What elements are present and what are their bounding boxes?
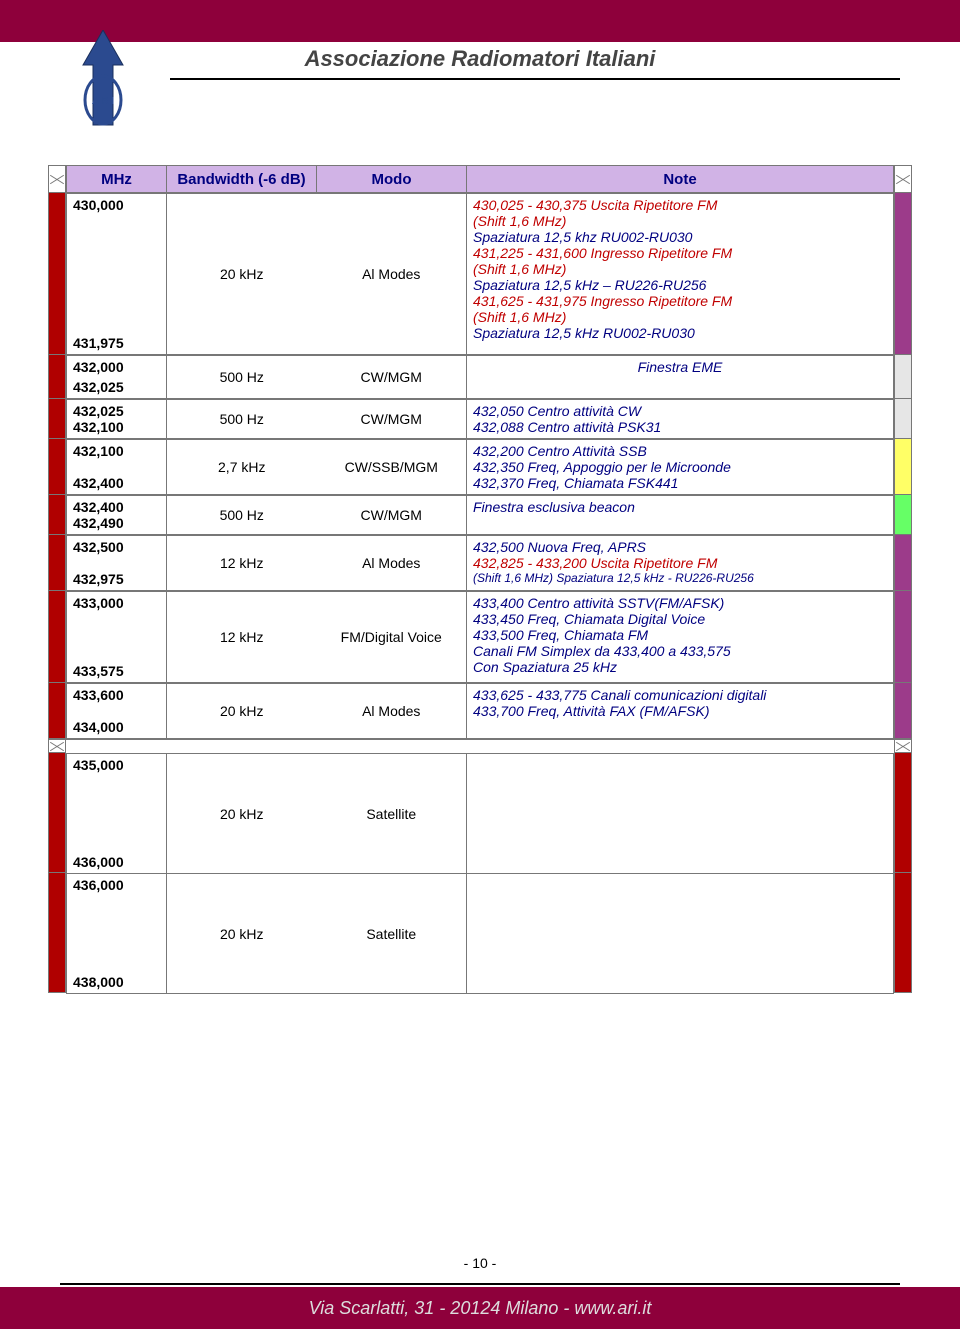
x-cell	[48, 739, 66, 753]
bandplan-row-table: 432,025432,100500 HzCW/MGM432,050 Centro…	[66, 399, 894, 439]
col-note: Note	[467, 166, 894, 193]
right-color-cell	[894, 873, 912, 993]
table-row: 432,500432,97512 kHzAl Modes432,500 Nuov…	[48, 535, 912, 591]
page-header: Associazione Radiomatori Italiani A R I	[0, 0, 960, 130]
bandplan-row-table: 433,000433,57512 kHzFM/Digital Voice433,…	[66, 591, 894, 683]
table-row: 432,400432,490500 HzCW/MGMFinestra esclu…	[48, 495, 912, 535]
bandplan-row-table: 435,00020 kHzSatellite436,000	[66, 753, 894, 874]
bandplan-row-table: 432,000432,025500 HzCW/MGMFinestra EME	[66, 355, 894, 399]
bandplan-header-table: MHz Bandwidth (-6 dB) Modo Note	[66, 165, 894, 193]
right-color-cell	[894, 591, 912, 683]
bandplan-row-table: 432,500432,97512 kHzAl Modes432,500 Nuov…	[66, 535, 894, 591]
header-rule	[170, 78, 900, 80]
col-mode: Modo	[317, 166, 467, 193]
left-color-cell	[48, 591, 66, 683]
bandplan-row-table: 436,00020 kHzSatellite438,000	[66, 873, 894, 994]
left-color-cell	[48, 495, 66, 535]
left-color-cell	[48, 535, 66, 591]
page-footer: Via Scarlatti, 31 - 20124 Milano - www.a…	[0, 1287, 960, 1329]
left-color-cell	[48, 683, 66, 739]
x-cell	[894, 739, 912, 753]
ari-logo: A R I	[58, 30, 148, 140]
svg-text:A R I: A R I	[92, 96, 115, 107]
right-color-cell	[894, 683, 912, 739]
left-color-cell	[48, 873, 66, 993]
table-row: 432,025432,100500 HzCW/MGM432,050 Centro…	[48, 399, 912, 439]
col-bw: Bandwidth (-6 dB)	[167, 166, 317, 193]
right-color-cell	[894, 355, 912, 399]
right-color-cell	[894, 753, 912, 873]
footer-rule	[60, 1283, 900, 1285]
bandplan-row-table: 432,100432,4002,7 kHzCW/SSB/MGM432,200 C…	[66, 439, 894, 495]
table-row: 433,600434,00020 kHzAl Modes433,625 - 43…	[48, 683, 912, 739]
table-row: 430,000431,97520 kHzAl Modes430,025 - 43…	[48, 193, 912, 355]
separator-row	[48, 739, 912, 753]
col-mhz: MHz	[67, 166, 167, 193]
left-color-cell	[48, 355, 66, 399]
left-color-cell	[48, 439, 66, 495]
right-color-cell	[894, 439, 912, 495]
bandplan-header-row: MHz Bandwidth (-6 dB) Modo Note	[48, 165, 912, 193]
bandplan-content: MHz Bandwidth (-6 dB) Modo Note 430,0004…	[48, 165, 912, 993]
bandplan-rows: 430,000431,97520 kHzAl Modes430,025 - 43…	[48, 193, 912, 993]
table-row: 433,000433,57512 kHzFM/Digital Voice433,…	[48, 591, 912, 683]
right-color-cell	[894, 399, 912, 439]
left-color-cell	[48, 753, 66, 873]
table-row: 435,00020 kHzSatellite436,000	[48, 753, 912, 873]
x-cell	[894, 165, 912, 193]
bandplan-row-table: 433,600434,00020 kHzAl Modes433,625 - 43…	[66, 683, 894, 739]
right-color-cell	[894, 535, 912, 591]
bandplan-row-table: 432,400432,490500 HzCW/MGMFinestra esclu…	[66, 495, 894, 535]
left-color-cell	[48, 399, 66, 439]
table-row: 436,00020 kHzSatellite438,000	[48, 873, 912, 993]
right-color-cell	[894, 495, 912, 535]
table-row: 432,100432,4002,7 kHzCW/SSB/MGM432,200 C…	[48, 439, 912, 495]
x-cell	[48, 165, 66, 193]
page-number: - 10 -	[0, 1255, 960, 1271]
bandplan-row-table: 430,000431,97520 kHzAl Modes430,025 - 43…	[66, 193, 894, 355]
left-color-cell	[48, 193, 66, 355]
right-color-cell	[894, 193, 912, 355]
table-row: 432,000432,025500 HzCW/MGMFinestra EME	[48, 355, 912, 399]
footer-text: Via Scarlatti, 31 - 20124 Milano - www.a…	[0, 1298, 960, 1319]
